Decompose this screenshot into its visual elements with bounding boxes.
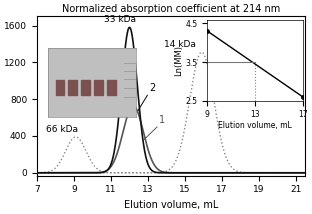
Text: 2: 2 xyxy=(149,83,155,93)
Text: 14 kDa: 14 kDa xyxy=(163,40,195,49)
X-axis label: Elution volume, mL: Elution volume, mL xyxy=(124,200,218,210)
Text: 66 kDa: 66 kDa xyxy=(46,125,78,134)
Text: 33 kDa: 33 kDa xyxy=(104,15,136,24)
Title: Normalized absorption coefficient at 214 nm: Normalized absorption coefficient at 214… xyxy=(62,4,280,14)
Text: 3: 3 xyxy=(217,75,224,85)
Text: 1: 1 xyxy=(159,115,165,125)
